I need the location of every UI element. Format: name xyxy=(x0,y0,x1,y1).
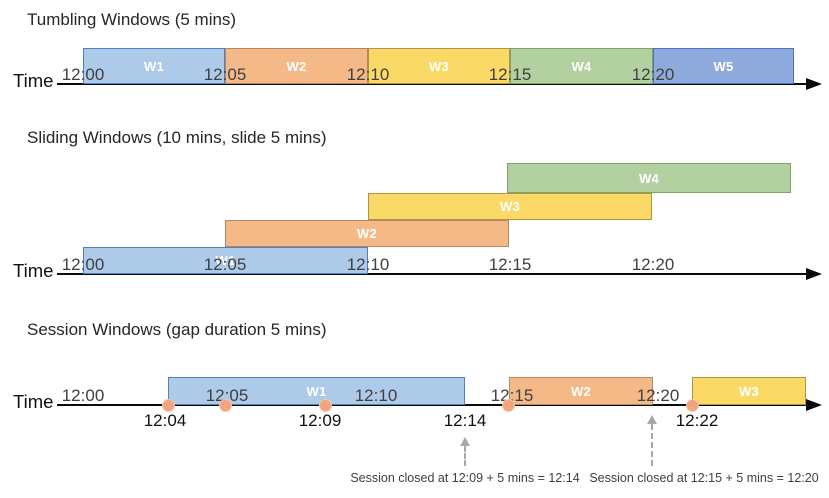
sliding-tick-label: 12:05 xyxy=(203,255,247,274)
tumbling-tick-label: 12:15 xyxy=(488,65,532,84)
event-dot xyxy=(501,398,515,412)
tumbling-window-box: W3 xyxy=(368,48,510,84)
event-time-label: 12:04 xyxy=(143,411,187,430)
sliding-timeline xyxy=(57,273,806,275)
sliding-tick-label: 12:20 xyxy=(631,255,675,274)
tumbling-window-label: W5 xyxy=(713,58,734,74)
tumbling-tick-label: 12:10 xyxy=(346,65,390,84)
tumbling-window-label: W1 xyxy=(143,58,165,74)
sliding-tick-label: 12:10 xyxy=(346,255,390,274)
session-timeline-arrowhead-icon xyxy=(806,399,822,411)
event-dot xyxy=(318,398,332,412)
session-close-arrow-icon xyxy=(460,437,470,446)
session-window-box: W2 xyxy=(509,377,653,405)
sliding-time-axis-label: Time xyxy=(13,260,54,281)
tumbling-tick-label: 12:20 xyxy=(631,65,675,84)
tumbling-window-box: W4 xyxy=(510,48,653,84)
session-close-arrow-line xyxy=(464,446,466,466)
session-window-label: W2 xyxy=(570,383,592,399)
event-time-label: 12:22 xyxy=(675,411,719,430)
session-tick-label: 12:10 xyxy=(354,386,398,405)
tumbling-window-box: W5 xyxy=(653,48,794,84)
sliding-window-label: W4 xyxy=(638,170,660,186)
session-tick-label: 12:05 xyxy=(205,386,249,405)
tumbling-timeline-arrowhead-icon xyxy=(806,78,822,90)
session-window-box: W3 xyxy=(692,377,806,405)
sliding-window-label: W3 xyxy=(499,199,521,214)
session-time-axis-label: Time xyxy=(13,391,54,412)
session-close-arrow-line xyxy=(651,424,653,466)
tumbling-window-label: W2 xyxy=(286,58,307,74)
session-tick-label: 12:15 xyxy=(490,386,534,405)
tumbling-section-title: Tumbling Windows (5 mins) xyxy=(27,10,237,29)
tumbling-time-axis-label: Time xyxy=(13,70,54,91)
sliding-timeline-arrowhead-icon xyxy=(806,268,822,280)
event-time-label: 12:09 xyxy=(298,411,342,430)
tumbling-window-label: W4 xyxy=(571,58,592,74)
sliding-window-box: W1 xyxy=(83,247,368,274)
event-dot xyxy=(218,398,232,412)
sliding-window-label: W2 xyxy=(356,226,378,241)
session-close-arrow-icon xyxy=(647,415,657,424)
sliding-section-title: Sliding Windows (10 mins, slide 5 mins) xyxy=(27,128,327,147)
sliding-tick-label: 12:15 xyxy=(488,255,532,274)
session-section-title: Session Windows (gap duration 5 mins) xyxy=(27,320,327,339)
session-close-annotation: Session closed at 12:15 + 5 mins = 12:20 xyxy=(589,471,819,485)
session-window-label: W3 xyxy=(738,383,760,399)
sliding-window-box: W3 xyxy=(368,193,652,220)
tumbling-timeline xyxy=(57,83,806,85)
tumbling-tick-label: 12:00 xyxy=(61,65,105,84)
tumbling-window-box: W2 xyxy=(225,48,368,84)
sliding-tick-label: 12:00 xyxy=(61,255,105,274)
session-tick-label: 12:00 xyxy=(61,386,105,405)
session-window-label: W1 xyxy=(306,383,327,399)
tumbling-tick-label: 12:05 xyxy=(203,65,247,84)
event-time-label: 12:14 xyxy=(443,411,487,430)
sliding-window-box: W2 xyxy=(225,220,509,247)
session-timeline xyxy=(57,404,806,406)
event-dot xyxy=(161,398,175,412)
session-close-annotation: Session closed at 12:09 + 5 mins = 12:14 xyxy=(350,471,580,485)
event-dot xyxy=(685,398,699,412)
session-tick-label: 12:20 xyxy=(636,386,680,405)
tumbling-window-label: W3 xyxy=(428,58,450,74)
sliding-window-label: W1 xyxy=(215,253,236,268)
tumbling-window-box: W1 xyxy=(83,48,225,84)
session-window-box: W1 xyxy=(168,377,465,405)
sliding-window-box: W4 xyxy=(507,163,791,193)
